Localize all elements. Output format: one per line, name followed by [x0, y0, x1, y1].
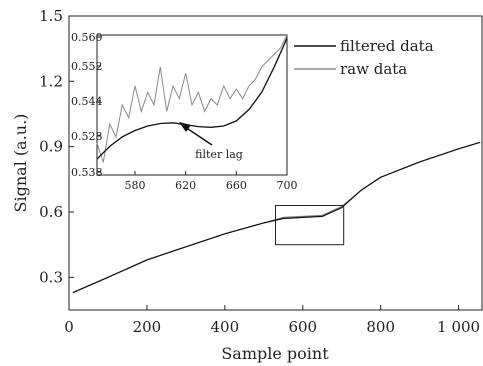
main-x-ticks: 0 200 400 600 800 1 000 — [64, 305, 480, 336]
inset-y-tick-label: 0.552 — [71, 60, 103, 73]
x-tick-label: 600 — [288, 318, 317, 336]
inset-raw-data-line — [96, 34, 288, 163]
x-tick-label: 400 — [211, 318, 240, 336]
x-tick-label: 1 000 — [437, 318, 480, 336]
inset-y-tick-label: 0.544 — [71, 95, 103, 108]
x-axis-label: Sample point — [221, 344, 329, 363]
y-tick-label: 0.6 — [39, 203, 63, 221]
x-tick-label: 0 — [64, 318, 74, 336]
y-axis-label: Signal (a.u.) — [11, 114, 30, 213]
filter-lag-annotation: filter lag — [195, 148, 243, 161]
inset-y-ticks: 0.560 0.552 0.544 0.528 0.538 — [71, 31, 103, 179]
legend-label-filtered: filtered data — [340, 37, 434, 55]
inset-filtered-data-line — [96, 37, 288, 160]
x-tick-label: 200 — [133, 318, 162, 336]
filter-lag-arrow — [184, 126, 213, 146]
filter-lag-arrowhead — [179, 122, 191, 132]
legend: filtered data raw data — [294, 37, 434, 78]
series-filtered-data-line — [72, 141, 481, 294]
inset-y-tick-label: 0.560 — [71, 31, 103, 44]
x-tick-label: 800 — [366, 318, 395, 336]
y-tick-label: 1.5 — [39, 7, 63, 25]
inset-chart: 580 620 660 700 0.560 0.552 0.544 0.528 0.538 f… — [71, 31, 298, 192]
main-plot-frame — [68, 15, 483, 311]
main-y-ticks: 0.3 0.6 0.9 1.2 1.5 — [39, 7, 74, 286]
inset-y-tick-label: 0.528 — [71, 130, 103, 143]
inset-x-ticks: 580 620 660 700 — [125, 171, 298, 192]
y-tick-label: 0.9 — [39, 138, 63, 156]
inset-x-tick-label: 580 — [125, 179, 146, 192]
zoom-highlight-box — [275, 205, 345, 246]
y-tick-label: 1.2 — [39, 72, 63, 90]
inset-x-tick-label: 660 — [226, 179, 247, 192]
inset-y-tick-label: 0.538 — [71, 166, 103, 179]
y-tick-label: 0.3 — [39, 268, 63, 286]
inset-x-tick-label: 620 — [175, 179, 196, 192]
inset-x-tick-label: 700 — [277, 179, 298, 192]
legend-label-raw: raw data — [340, 60, 407, 78]
